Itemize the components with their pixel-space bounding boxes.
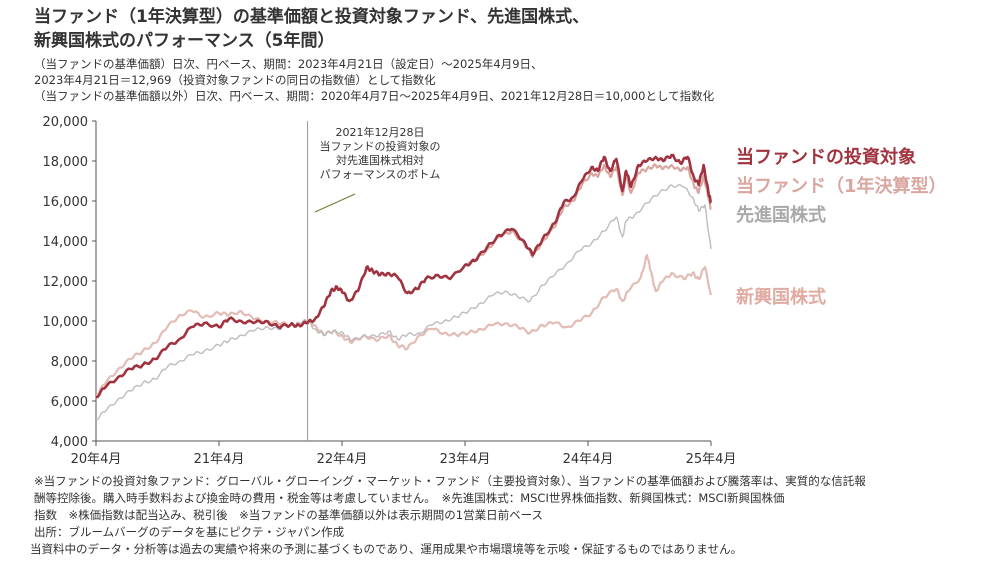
y-tick-label: 8,000 xyxy=(51,355,88,370)
chart-axes: 4,000 6,000 8,000 10,000 12,000 14,000 16,000 1… xyxy=(43,115,737,467)
x-tick-label: 20年4月 xyxy=(71,452,122,467)
y-tick-label: 4,000 xyxy=(51,435,88,450)
x-tick-label: 25年4月 xyxy=(686,452,737,467)
y-tick-label: 20,000 xyxy=(43,115,89,130)
annotation-line-date: 2021年12月28日 xyxy=(336,125,425,139)
series-target-fund-line xyxy=(96,153,712,399)
x-tick-label: 21年4月 xyxy=(194,452,245,467)
subtitle-other-period: （当ファンドの基準価額以外）日次、円ベース、期間：2020年4月7日～2025年… xyxy=(34,89,715,103)
y-tick-label: 6,000 xyxy=(51,395,88,410)
footnote-line1: ※当ファンドの投資対象ファンド：グローバル・グローイング・マーケット・ファンド（… xyxy=(34,474,866,488)
x-tick-label: 24年4月 xyxy=(563,452,614,467)
source-note: 出所：ブルームバーグのデータを基にピクテ・ジャパン作成 xyxy=(34,525,345,539)
chart-title-line2: 新興国株式のパフォーマンス（5年間） xyxy=(34,31,335,51)
annotation-line-relative: 対先進国株式相対 xyxy=(336,153,424,167)
series-emerging-equity-line xyxy=(95,253,713,397)
series-developed-equity-line xyxy=(95,183,712,421)
footnote-line3: 指数 ※株価指数は配当込み、税引後 ※当ファンドの基準価額以外は表示期間の1営業… xyxy=(34,508,544,522)
legend-emerging-equity: 新興国株式 xyxy=(736,287,826,308)
legend-developed-equity: 先進国株式 xyxy=(736,205,826,226)
legend-fund-1y: 当ファンド（1年決算型） xyxy=(736,176,947,197)
subtitle-fund-period: （当ファンドの基準価額）日次、円ベース、期間：2023年4月21日（設定日）～2… xyxy=(34,57,543,71)
y-tick-label: 16,000 xyxy=(43,195,89,210)
chart-title-line1: 当ファンド（1年決算型）の基準価額と投資対象ファンド、先進国株式、 xyxy=(34,7,590,27)
footnote-line2: 酬等控除後。購入時手数料および換金時の費用・税金等は考慮していません。 ※先進国… xyxy=(34,491,785,505)
chart-series xyxy=(95,153,713,421)
y-tick-label: 18,000 xyxy=(43,155,89,170)
annotation-line-target: 当ファンドの投資対象の xyxy=(320,139,441,153)
x-tick-label: 23年4月 xyxy=(440,452,491,467)
x-tick-label: 22年4月 xyxy=(317,452,368,467)
annotation-line-bottom: パフォーマンスのボトム xyxy=(320,168,441,181)
legend-target-fund: 当ファンドの投資対象 xyxy=(736,147,916,168)
disclaimer: 当資料中のデータ・分析等は過去の実績や将来の予測に基づくものであり、運用成果や市… xyxy=(30,542,743,556)
y-tick-label: 10,000 xyxy=(43,315,89,330)
y-tick-label: 12,000 xyxy=(43,275,89,290)
annotation-pointer xyxy=(314,193,356,213)
y-tick-label: 14,000 xyxy=(43,235,89,250)
series-fund-1y-line xyxy=(467,163,712,265)
subtitle-fund-index-base: 2023年4月21日＝12,969（投資対象ファンドの同日の指数値）として指数化 xyxy=(34,73,436,87)
